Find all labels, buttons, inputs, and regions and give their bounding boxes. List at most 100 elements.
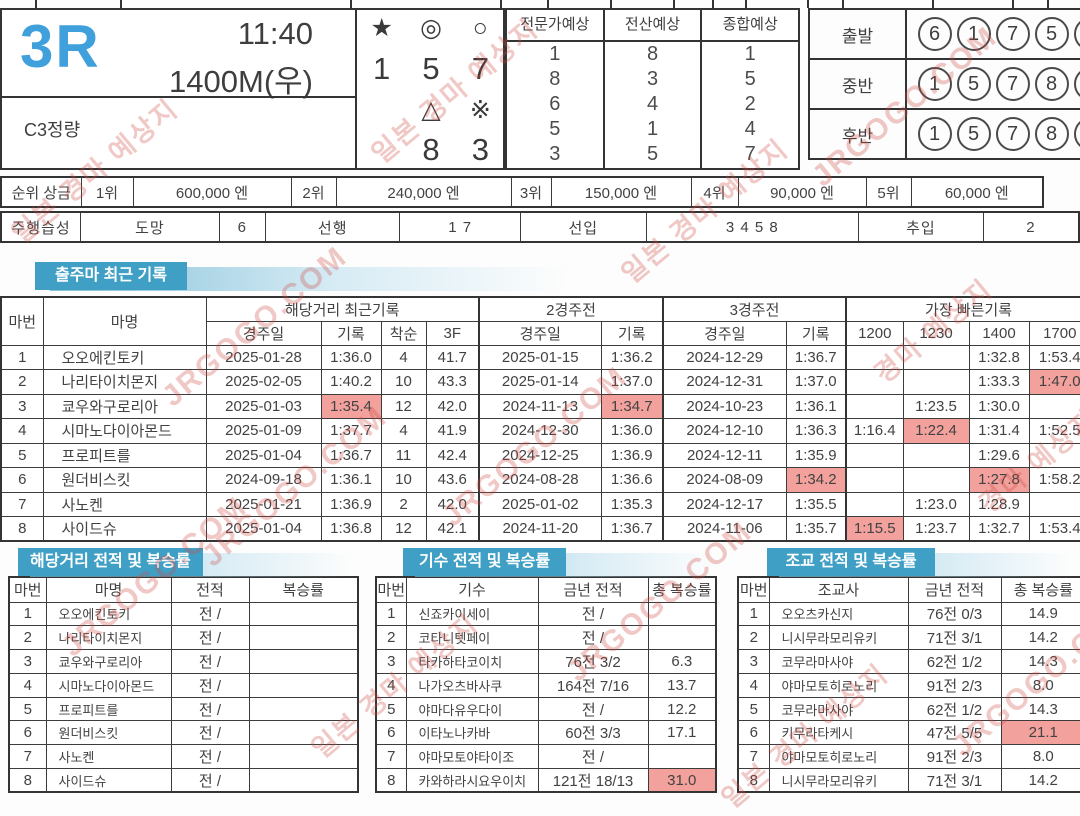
records-group-header-row: 마번 마명 해당거리 최근기록 2경주전 3경주전 가장 빠른기록 [1, 297, 1080, 321]
prediction-value: 8 [605, 42, 701, 67]
table-cell: 1:47.0 [1029, 370, 1080, 395]
column-header: 마번 [1, 297, 43, 345]
section-title-records: 출주마 최근 기록 [35, 262, 187, 290]
prize-amount: 60,000 엔 [911, 177, 1043, 207]
table-cell: 91전 2/3 [908, 673, 1001, 697]
table-cell: 1:53.4 [1029, 517, 1080, 542]
table-cell: 나리타이치몬지 [43, 370, 206, 395]
habit-horses: 2 [983, 212, 1079, 242]
table-cell: 1:36.0 [601, 419, 663, 444]
horse-number-circle: 8 [1074, 17, 1080, 51]
table-cell: 1:23.0 [903, 492, 969, 517]
horse-number-circle: 7 [996, 17, 1030, 51]
table-cell: 신죠카이세이 [406, 602, 538, 626]
table-cell: 코타니텟페이 [406, 626, 538, 650]
predictions-panel: 전문가예상 1 8 6 5 3 전산예상 8 3 4 1 5 종합예상 1 5 … [505, 8, 800, 170]
table-cell: 2024-11-13 [479, 394, 601, 419]
table-cell: 타카하타코이치 [406, 650, 538, 674]
table-cell: 2024-11-20 [479, 517, 601, 542]
table-cell: 1:36.9 [321, 492, 381, 517]
table-cell: 전 / [538, 602, 648, 626]
table-cell: 2024-12-29 [663, 345, 786, 370]
table-cell: 1:35.7 [786, 517, 846, 542]
column-header: 기록 [601, 321, 663, 345]
prediction-value: 8 [507, 67, 603, 92]
table-cell: 2024-11-06 [663, 517, 786, 542]
race-start-time: 11:40 [238, 16, 313, 52]
table-cell: 14.3 [1001, 697, 1080, 721]
table-cell: 1:36.3 [786, 419, 846, 444]
prize-rank: 3위 [511, 177, 551, 207]
column-header: 전적 [171, 577, 249, 602]
table-cell: 1:28.9 [969, 492, 1029, 517]
table-cell: 2025-02-05 [206, 370, 321, 395]
table-cell: 1:37.0 [786, 370, 846, 395]
habit-horses: 3 4 5 8 [646, 212, 859, 242]
table-cell: 3 [738, 650, 769, 674]
race-info-panel: 3R 11:40 1400M(우) C3정량 [0, 8, 357, 170]
race-phases-panel: 출발 61758 중반 15783 후반 15783 [808, 8, 1080, 170]
table-cell [846, 394, 903, 419]
table-cell: 2024-12-17 [663, 492, 786, 517]
table-cell: 2024-08-09 [663, 468, 786, 493]
table-cell: 전 / [538, 745, 648, 769]
prediction-value: 4 [605, 92, 701, 117]
table-cell [249, 697, 358, 721]
table-cell: 41.9 [426, 419, 479, 444]
table-cell: 12 [381, 517, 426, 542]
horse-number-circle: 6 [918, 17, 952, 51]
table-cell: 42.0 [426, 394, 479, 419]
section-title-distance-stats: 해당거리 전적 및 복승률 [18, 548, 203, 576]
table-cell: 1:36.1 [786, 394, 846, 419]
mark-number: 5 [406, 46, 455, 92]
table-cell: 8.0 [1001, 745, 1080, 769]
habits-row-label: 주행습성 [1, 212, 81, 242]
table-cell: 3 [376, 650, 406, 674]
table-cell: 오오에킨토키 [43, 345, 206, 370]
table-cell: 4 [738, 673, 769, 697]
column-header: 착순 [381, 321, 426, 345]
phase-order: 15783 [906, 109, 1080, 159]
table-cell [249, 626, 358, 650]
table-cell: 1 [738, 602, 769, 626]
table-cell: 6 [376, 721, 406, 745]
habit-name: 추입 [859, 212, 984, 242]
table-cell: 6.3 [648, 650, 716, 674]
table-cell [249, 745, 358, 769]
phase-order: 61758 [906, 9, 1080, 59]
table-cell: 이타노나카바 [406, 721, 538, 745]
table-cell: 오오에킨토키 [46, 602, 171, 626]
table-cell: 전 / [171, 745, 249, 769]
table-cell: 원더비스킷 [46, 721, 171, 745]
column-header: 마번 [376, 577, 406, 602]
table-cell: 47전 5/5 [908, 721, 1001, 745]
table-cell [846, 443, 903, 468]
phase-row: 후반 15783 [809, 109, 1080, 159]
prize-rank: 5위 [866, 177, 911, 207]
phase-order: 15783 [906, 59, 1080, 109]
prediction-value: 1 [702, 42, 798, 67]
table-cell: 2024-08-28 [479, 468, 601, 493]
table-cell: 시마노다이아몬드 [43, 419, 206, 444]
table-cell: 4 [9, 673, 46, 697]
table-cell: 60전 3/3 [538, 721, 648, 745]
column-header: 마명 [46, 577, 171, 602]
table-cell: 나가오츠바사쿠 [406, 673, 538, 697]
table-cell: 17.1 [648, 721, 716, 745]
mark-number: 7 [456, 46, 505, 92]
table-cell: 쿄우와구로리아 [46, 650, 171, 674]
prize-amount: 240,000 엔 [336, 177, 511, 207]
table-cell: 전 / [171, 721, 249, 745]
phase-label: 후반 [809, 109, 906, 159]
table-cell: 3 [1, 394, 43, 419]
table-cell [903, 370, 969, 395]
prediction-column-expert: 전문가예상 1 8 6 5 3 [507, 10, 603, 168]
